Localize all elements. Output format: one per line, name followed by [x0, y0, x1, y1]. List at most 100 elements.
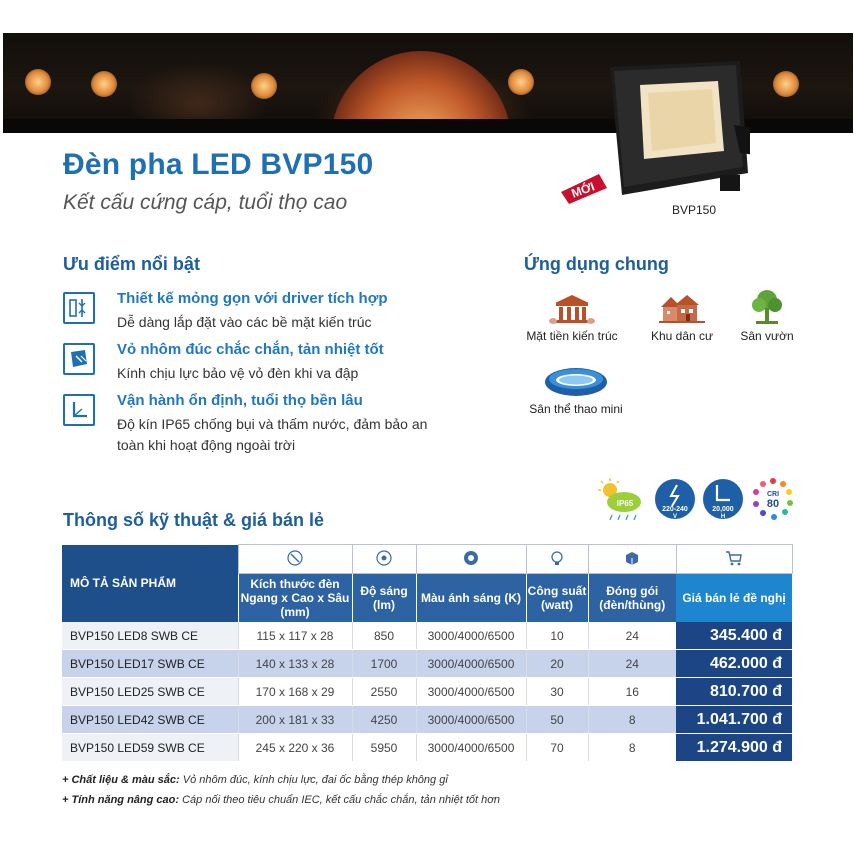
lifetime-icon	[63, 394, 95, 426]
floodlight-product-image	[610, 61, 750, 195]
footnote-text: Cáp nối theo tiêu chuẩn IEC, kết cấu chắ…	[182, 794, 501, 806]
new-badge-text: MỚI	[569, 178, 596, 200]
color-temp-value: 3000/4000/6500	[415, 677, 526, 706]
power-value: 30	[525, 677, 588, 706]
cri-badge-icon: CRI 80	[753, 478, 793, 520]
package-icon	[587, 544, 677, 574]
page-title: Đèn pha LED BVP150	[63, 148, 374, 181]
ip-rating-text: IP65	[617, 499, 634, 508]
bulb-power-icon	[525, 544, 589, 574]
dimension-icon	[237, 544, 353, 574]
dimension-value: 200 x 181 x 33	[237, 705, 352, 734]
color-temp-value: 3000/4000/6500	[415, 649, 526, 678]
application-item: Sân thể thao mini	[520, 364, 632, 416]
table-header-row: Kích thước đèn Ngang x Cao x Sâu (mm) Độ…	[62, 573, 792, 622]
hours-unit-text: H	[721, 514, 725, 520]
price-value: 1.041.700 đ	[676, 705, 792, 734]
footnote-text: Vỏ nhôm đúc, kính chịu lực, đai ốc bằng …	[182, 774, 448, 786]
applications-heading: Ứng dụng chung	[524, 254, 669, 274]
power-value: 10	[525, 622, 588, 650]
table-icon-row: MÔ TẢ SẢN PHẨM	[62, 544, 793, 622]
power-value: 50	[525, 705, 588, 734]
col-header-product: MÔ TẢ SẢN PHẨM	[62, 544, 238, 622]
footnote: + Chất liệu & màu sắc: Vỏ nhôm đúc, kính…	[62, 774, 448, 786]
hero-window	[508, 69, 534, 95]
specs-heading: Thông số kỹ thuật & giá bán lẻ	[63, 510, 325, 530]
aluminum-housing-icon	[63, 343, 95, 375]
product-name: BVP150 LED17 SWB CE	[62, 649, 238, 678]
application-item: Sân vườn	[737, 288, 797, 343]
product-name: BVP150 LED25 SWB CE	[62, 677, 238, 706]
power-value: 70	[525, 733, 588, 762]
col-header-color-temp: Màu ánh sáng (K)	[415, 573, 526, 622]
voltage-badge-icon: 220-240 V	[655, 479, 695, 520]
specs-table: MÔ TẢ SẢN PHẨM Kích thước đèn Ngang x Ca…	[62, 544, 793, 762]
application-item: Khu dân cư	[644, 293, 720, 343]
table-row: BVP150 LED25 SWB CE 170 x 168 x 29 2550 …	[62, 677, 792, 706]
lifetime-hours-badge-icon: 20,000 H	[703, 479, 743, 520]
price-value: 462.000 đ	[676, 649, 792, 678]
hero-window	[91, 71, 117, 97]
voltage-text: 220-240	[662, 506, 688, 513]
lumen-value: 850	[351, 622, 416, 650]
footnote-label: + Chất liệu & màu sắc:	[62, 774, 180, 786]
lumen-value: 1700	[351, 649, 416, 678]
product-name: BVP150 LED59 SWB CE	[62, 733, 238, 762]
col-header-lumen: Độ sáng (lm)	[351, 573, 416, 622]
hours-text: 20,000	[712, 506, 734, 513]
ip65-weather-icon: IP65	[598, 478, 641, 521]
col-header-power: Công suất (watt)	[525, 573, 588, 622]
table-row: BVP150 LED59 SWB CE 245 x 220 x 36 5950 …	[62, 733, 792, 762]
application-label: Mặt tiền kiến trúc	[526, 329, 618, 343]
highlight-desc: Độ kín IP65 chống bụi và thấm nước, đảm …	[117, 416, 428, 453]
color-temp-value: 3000/4000/6500	[415, 622, 526, 650]
footnote: + Tính năng nâng cao: Cáp nối theo tiêu …	[62, 794, 500, 806]
cart-icon	[675, 544, 793, 574]
hero-window	[251, 73, 277, 99]
lumen-value: 5950	[351, 733, 416, 762]
garden-tree-icon	[752, 290, 782, 324]
dimension-value: 115 x 117 x 28	[237, 622, 352, 650]
highlight-title: Thiết kế mỏng gọn với driver tích hợp	[117, 290, 388, 307]
packing-value: 8	[587, 705, 676, 734]
dimension-value: 140 x 133 x 28	[237, 649, 352, 678]
building-facade-icon	[549, 295, 595, 324]
table-row: BVP150 LED42 SWB CE 200 x 181 x 33 4250 …	[62, 705, 792, 734]
highlight-desc: Dễ dàng lắp đặt vào các bề mặt kiến trúc	[117, 314, 372, 330]
brightness-icon	[351, 544, 417, 574]
new-badge: MỚI	[561, 174, 607, 204]
packing-value: 24	[587, 649, 676, 678]
application-label: Sân vườn	[740, 329, 794, 343]
color-temp-icon	[415, 544, 527, 574]
table-row: BVP150 LED8 SWB CE 115 x 117 x 28 850 30…	[62, 622, 792, 650]
hero-window	[773, 71, 799, 97]
power-value: 20	[525, 649, 588, 678]
stadium-icon	[545, 368, 607, 396]
col-header-packing: Đóng gói (đèn/thùng)	[587, 573, 676, 622]
lumen-value: 4250	[351, 705, 416, 734]
dimension-value: 170 x 168 x 29	[237, 677, 352, 706]
col-header-dimension: Kích thước đèn Ngang x Cao x Sâu (mm)	[237, 573, 352, 622]
application-label: Sân thể thao mini	[529, 402, 623, 416]
color-temp-value: 3000/4000/6500	[415, 733, 526, 762]
voltage-unit-text: V	[673, 514, 677, 520]
lumen-value: 2550	[351, 677, 416, 706]
packing-value: 24	[587, 622, 676, 650]
price-value: 345.400 đ	[676, 622, 792, 650]
col-header-price: Giá bán lẻ đề nghị	[676, 573, 792, 622]
dimension-value: 245 x 220 x 36	[237, 733, 352, 762]
table-row: BVP150 LED17 SWB CE 140 x 133 x 28 1700 …	[62, 649, 792, 678]
application-item: Mặt tiền kiến trúc	[520, 293, 624, 343]
highlight-desc: Kính chịu lực bảo vệ vỏ đèn khi va đập	[117, 365, 359, 381]
price-value: 810.700 đ	[676, 677, 792, 706]
highlight-title: Vỏ nhôm đúc chắc chắn, tản nhiệt tốt	[117, 341, 384, 358]
product-name: BVP150 LED42 SWB CE	[62, 705, 238, 734]
product-caption: BVP150	[672, 203, 717, 217]
color-temp-value: 3000/4000/6500	[415, 705, 526, 734]
cri-value-text: 80	[767, 498, 779, 510]
residential-icon	[659, 295, 705, 323]
highlights-heading: Ưu điểm nổi bật	[63, 254, 200, 274]
packing-value: 16	[587, 677, 676, 706]
product-name: BVP150 LED8 SWB CE	[62, 622, 238, 650]
